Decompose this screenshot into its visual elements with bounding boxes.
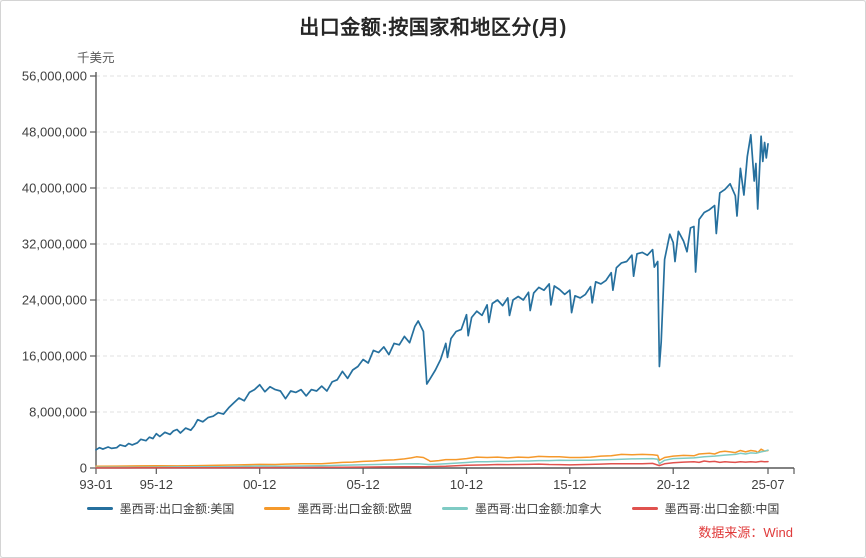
y-axis-unit-label: 千美元 xyxy=(77,51,115,65)
chart-title: 出口金额:按国家和地区分(月) xyxy=(299,17,567,39)
legend-item-eu: 墨西哥:出口金额:欧盟 xyxy=(264,500,412,517)
legend-swatch-us xyxy=(86,507,113,510)
legend-swatch-canada xyxy=(442,507,468,510)
series-line-canada xyxy=(95,449,769,469)
y-tick-label: 0 xyxy=(80,461,87,476)
data-source-label: 数据来源：Wind xyxy=(698,525,793,540)
legend-item-china: 墨西哥:出口金额:中国 xyxy=(631,500,780,517)
y-tick-label: 40,000,000 xyxy=(22,181,87,196)
y-tick-label: 16,000,000 xyxy=(22,349,87,364)
legend-label-china: 墨西哥:出口金额:中国 xyxy=(664,502,780,516)
legend-swatch-eu xyxy=(264,507,291,510)
y-tick-label: 32,000,000 xyxy=(22,237,87,252)
y-tick-label: 24,000,000 xyxy=(22,293,87,308)
legend-label-us: 墨西哥:出口金额:美国 xyxy=(119,502,235,516)
x-tick-label: 00-12 xyxy=(243,477,276,492)
series-line-eu xyxy=(95,448,769,468)
x-tick-label: 95-12 xyxy=(140,477,173,492)
x-tick-label: 05-12 xyxy=(346,477,379,492)
legend-label-eu: 墨西哥:出口金额:欧盟 xyxy=(297,502,412,516)
x-tick-label: 25-07 xyxy=(751,477,784,492)
legend-item-us: 墨西哥:出口金额:美国 xyxy=(86,500,235,517)
x-tick-label: 15-12 xyxy=(553,477,586,492)
legend-item-canada: 墨西哥:出口金额:加拿大 xyxy=(442,500,602,517)
legend-label-canada: 墨西哥:出口金额:加拿大 xyxy=(475,502,602,516)
y-tick-label: 56,000,000 xyxy=(22,69,87,84)
x-tick-label: 93-01 xyxy=(79,477,112,492)
y-tick-label: 48,000,000 xyxy=(22,125,87,140)
x-tick-label: 20-12 xyxy=(657,477,690,492)
legend: 墨西哥:出口金额:美国 墨西哥:出口金额:欧盟 墨西哥:出口金额:加拿大 墨西哥:出口… xyxy=(1,500,865,517)
y-tick-label: 8,000,000 xyxy=(29,405,87,420)
x-tick-label: 10-12 xyxy=(450,477,483,492)
series-line-china xyxy=(95,460,769,469)
legend-swatch-china xyxy=(631,507,658,510)
axis-lines xyxy=(95,72,794,469)
chart-svg: 0 8,000,000 16,000,000 24,000,000 32,000,000… xyxy=(22,69,795,492)
series-line-us xyxy=(95,133,769,451)
